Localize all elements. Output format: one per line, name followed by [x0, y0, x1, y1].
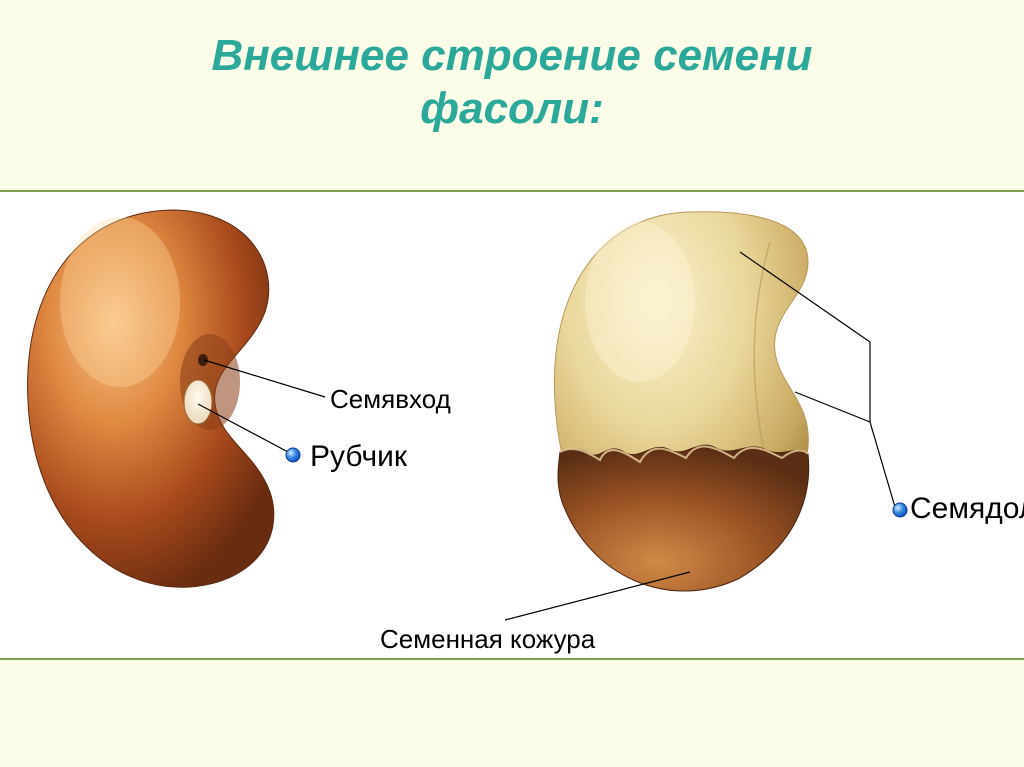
seed-left: [28, 210, 274, 587]
seed-right: [554, 212, 808, 591]
diagram-svg: [0, 192, 1024, 662]
diagram-viewport: Семявход Рубчик Семядол Семенная кожура: [0, 190, 1024, 660]
label-seed-coat: Семенная кожура: [380, 624, 595, 655]
title-block: Внешнее строение семени фасоли:: [0, 0, 1024, 166]
label-cotyledon: Семядол: [910, 492, 1024, 526]
label-hilum: Рубчик: [310, 440, 407, 474]
page-title-line1: Внешнее строение семени: [0, 30, 1024, 83]
label-micropyle: Семявход: [330, 384, 451, 415]
page-title-line2: фасоли:: [0, 83, 1024, 136]
